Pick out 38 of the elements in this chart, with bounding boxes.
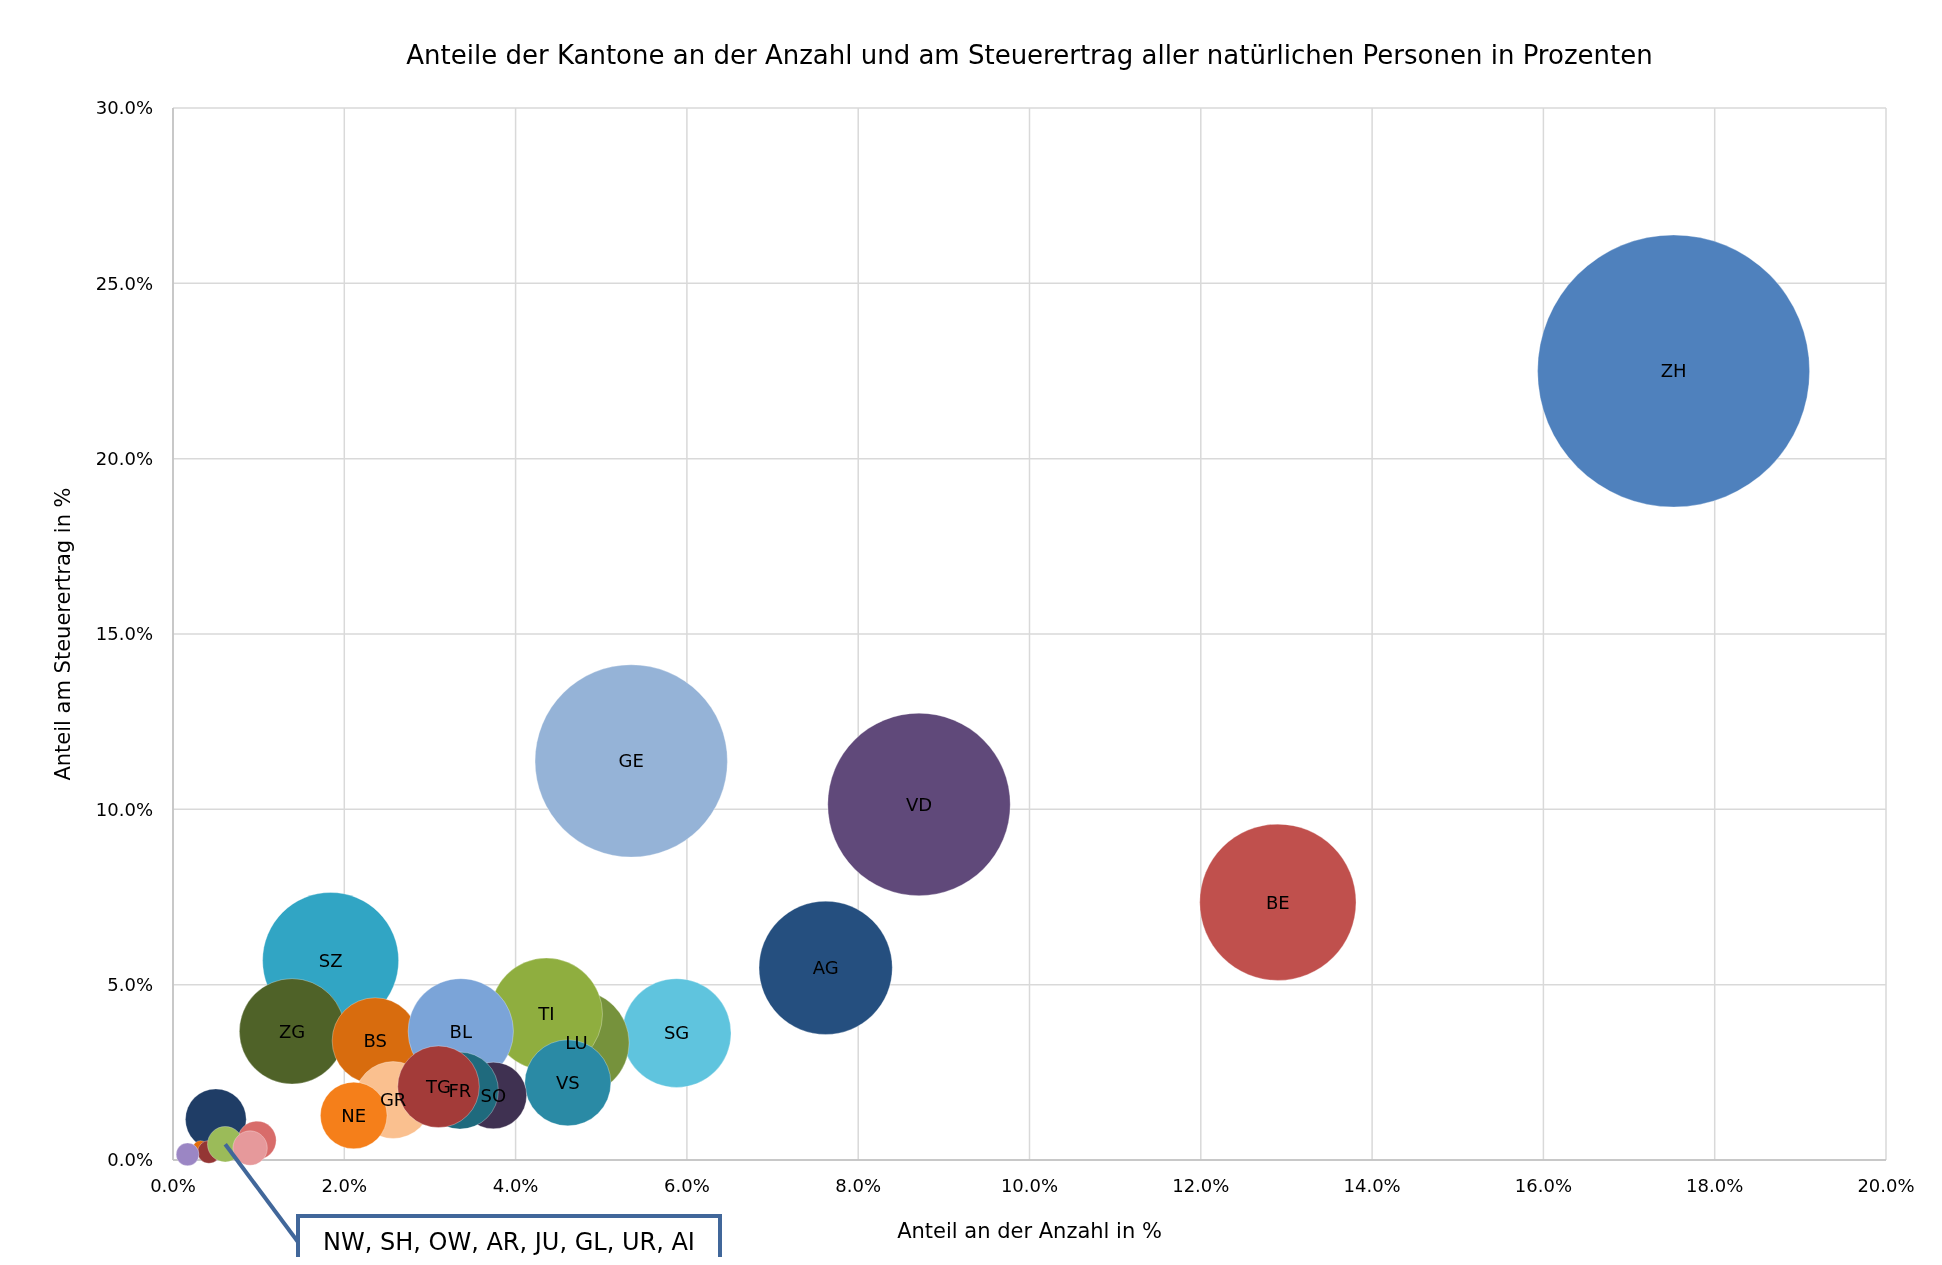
series-label: ZH [1660, 360, 1687, 382]
y-tick-label: 5.0% [107, 973, 153, 995]
y-tick-label: 0.0% [107, 1149, 153, 1171]
series-label: VS [555, 1072, 580, 1094]
chart-title: Anteile der Kantone an der Anzahl und am Steuerertrag aller natürlichen Personen in Prozenten [406, 40, 1653, 70]
series-label: TG [425, 1076, 451, 1098]
y-tick-label: 30.0% [95, 97, 153, 119]
x-tick-label: 8.0% [835, 1175, 882, 1196]
series-label: GR [379, 1089, 407, 1111]
x-axis-title: Anteil an der Anzahl in % [897, 1219, 1162, 1243]
x-tick-label: 20.0% [1857, 1175, 1915, 1196]
series-label: ZG [278, 1020, 306, 1042]
series-label: SO [480, 1084, 507, 1106]
x-tick-label: 18.0% [1686, 1175, 1744, 1196]
y-tick-label: 15.0% [95, 623, 153, 645]
series-label: BS [363, 1030, 387, 1052]
x-tick-label: 0.0% [150, 1175, 196, 1196]
y-tick-label: 10.0% [95, 798, 153, 820]
series-label: BE [1266, 891, 1290, 913]
x-tick-label: 10.0% [1000, 1175, 1059, 1196]
y-tick-label: 20.0% [95, 447, 153, 469]
x-tick-label: 14.0% [1343, 1175, 1401, 1196]
x-tick-label: 6.0% [664, 1175, 710, 1196]
series-label: AG [812, 957, 839, 979]
x-tick-label: 12.0% [1172, 1175, 1230, 1196]
series-label: SZ [318, 949, 343, 971]
series-label: TI [537, 1003, 555, 1025]
y-tick-label: 25.0% [95, 272, 153, 294]
x-tick-label: 4.0% [492, 1175, 539, 1196]
annotation: NW, SH, OW, AR, JU, GL, UR, AI [323, 1228, 695, 1257]
y-axis-title: Anteil am Steuerertrag in % [51, 487, 75, 781]
series-label: SG [663, 1022, 690, 1044]
series-label: VD [905, 793, 933, 815]
x-tick-label: 2.0% [321, 1175, 368, 1196]
series-label: GE [618, 750, 644, 772]
series-label: BL [449, 1020, 472, 1042]
x-tick-label: 16.0% [1514, 1175, 1572, 1196]
series-label: NE [341, 1104, 367, 1126]
